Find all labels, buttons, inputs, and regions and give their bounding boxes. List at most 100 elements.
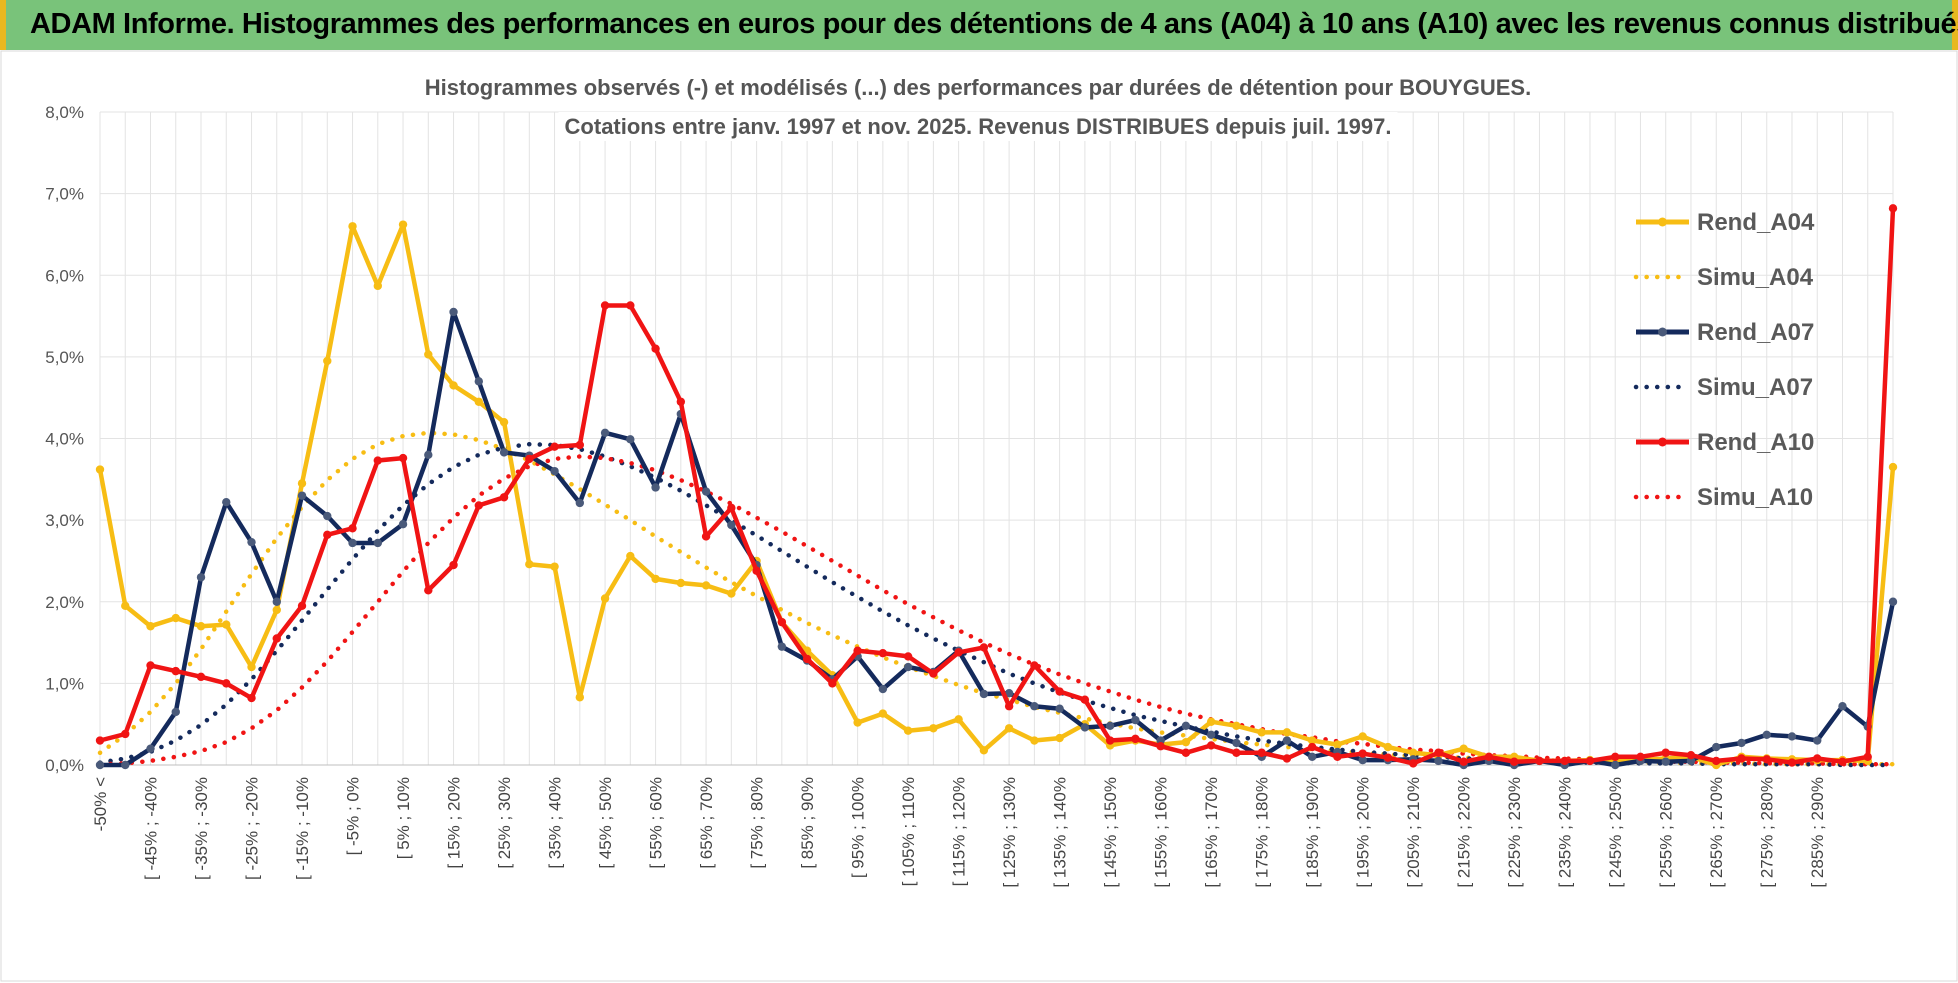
chart-title-line-1: Histogrammes observés (-) et modélisés (… [425, 75, 1531, 100]
legend-label: Simu_A10 [1697, 484, 1813, 511]
x-tick-label: [ 65% ; 70% [697, 777, 716, 869]
legend-label: Rend_A07 [1697, 319, 1814, 346]
data-point [1206, 741, 1216, 750]
data-point [676, 578, 686, 588]
y-tick-label: 4,0% [45, 430, 84, 449]
data-point [1459, 744, 1468, 753]
y-tick-label: 7,0% [45, 185, 84, 204]
data-point [575, 693, 585, 702]
data-point [979, 689, 989, 699]
data-point [651, 574, 660, 584]
data-point [121, 729, 130, 739]
data-point [1358, 749, 1367, 758]
data-point [954, 715, 963, 724]
x-tick-label: [ 195% ; 200% [1354, 777, 1373, 888]
data-point [171, 613, 180, 623]
data-point [878, 648, 888, 658]
data-point [373, 538, 382, 548]
data-point [1509, 757, 1519, 766]
y-tick-label: 5,0% [45, 348, 84, 367]
data-point [878, 684, 888, 694]
data-point [1560, 756, 1569, 766]
data-point [196, 672, 206, 682]
data-point [196, 622, 206, 631]
y-tick-label: 1,0% [45, 674, 84, 693]
data-point [600, 301, 610, 310]
data-point [121, 601, 130, 611]
data-point [1459, 757, 1468, 766]
data-point [348, 538, 357, 548]
data-point [171, 707, 180, 717]
data-point [1787, 758, 1797, 767]
data-point [449, 560, 458, 570]
data-point [903, 726, 913, 735]
x-tick-label: [ 225% ; 230% [1505, 777, 1524, 888]
data-point [1408, 748, 1418, 757]
chart-legend: Rend_A04 Simu_A04 Rend_A07 Simu_A07 Rend_A10… [1633, 209, 1815, 511]
data-point [1105, 736, 1115, 745]
chart-title: Histogrammes observés (-) et modélisés (… [418, 73, 1538, 141]
data-point [398, 220, 408, 229]
x-tick-label: [ 275% ; 280% [1758, 777, 1777, 888]
data-point [1686, 751, 1696, 760]
data-point [1080, 723, 1090, 732]
data-point [449, 307, 458, 317]
data-point [701, 487, 711, 496]
data-point [1131, 734, 1140, 744]
data-point [1888, 597, 1898, 606]
x-tick-label: [ 285% ; 290% [1808, 777, 1827, 888]
data-point [1712, 756, 1721, 766]
data-point [1030, 702, 1039, 711]
legend-item: Rend_A07 [1636, 319, 1814, 346]
data-point [1661, 748, 1670, 757]
x-tick-label: [ 45% ; 50% [596, 777, 615, 869]
data-point [777, 617, 787, 627]
chart-title-line-2: Cotations entre janv. 1997 et nov. 2025.… [565, 114, 1392, 139]
data-point [600, 428, 610, 437]
data-point [1813, 754, 1822, 763]
data-point [1181, 721, 1191, 731]
legend-item: Simu_A07 [1633, 374, 1813, 401]
data-point [575, 498, 585, 508]
x-tick-label: [ -5% ; 0% [344, 777, 363, 855]
data-point [1055, 704, 1064, 713]
x-tick-label: [ -15% ; -10% [293, 777, 312, 880]
y-tick-label: 8,0% [45, 103, 84, 122]
data-point [929, 669, 938, 678]
data-point [1181, 748, 1191, 757]
legend-marker [1658, 327, 1667, 337]
x-tick-label: [ 215% ; 220% [1455, 777, 1474, 888]
data-point [701, 532, 711, 541]
x-tick-label: [ 155% ; 160% [1152, 777, 1171, 888]
data-point [272, 605, 281, 615]
x-tick-label: [ 55% ; 60% [647, 777, 666, 869]
data-point [1131, 715, 1140, 725]
data-point [171, 666, 180, 676]
data-point [1813, 736, 1822, 745]
legend-item: Rend_A04 [1636, 209, 1815, 236]
x-tick-label: [ 105% ; 110% [899, 777, 918, 886]
data-point [727, 520, 736, 530]
legend-label: Rend_A10 [1697, 429, 1814, 456]
x-tick-label: [ 145% ; 150% [1101, 777, 1120, 888]
data-point [651, 344, 660, 353]
data-point [903, 662, 913, 672]
data-point [979, 746, 989, 755]
data-point [701, 581, 711, 590]
data-point [651, 483, 660, 492]
x-tick-label: -50% < [91, 777, 110, 831]
data-point [1611, 752, 1620, 762]
x-tick-label: [ 175% ; 180% [1253, 777, 1272, 888]
data-point [1307, 736, 1317, 745]
data-point [247, 537, 256, 547]
data-point [1282, 728, 1292, 737]
x-tick-label: [ -35% ; -30% [192, 777, 211, 880]
legend-label: Rend_A04 [1697, 209, 1815, 236]
data-point [1181, 737, 1191, 747]
report-banner: ADAM Informe. Histogrammes des performan… [0, 0, 1958, 50]
data-point [323, 356, 332, 366]
data-point [1838, 757, 1847, 766]
data-point [1383, 753, 1393, 762]
data-point [626, 301, 635, 310]
data-point [1333, 740, 1342, 749]
